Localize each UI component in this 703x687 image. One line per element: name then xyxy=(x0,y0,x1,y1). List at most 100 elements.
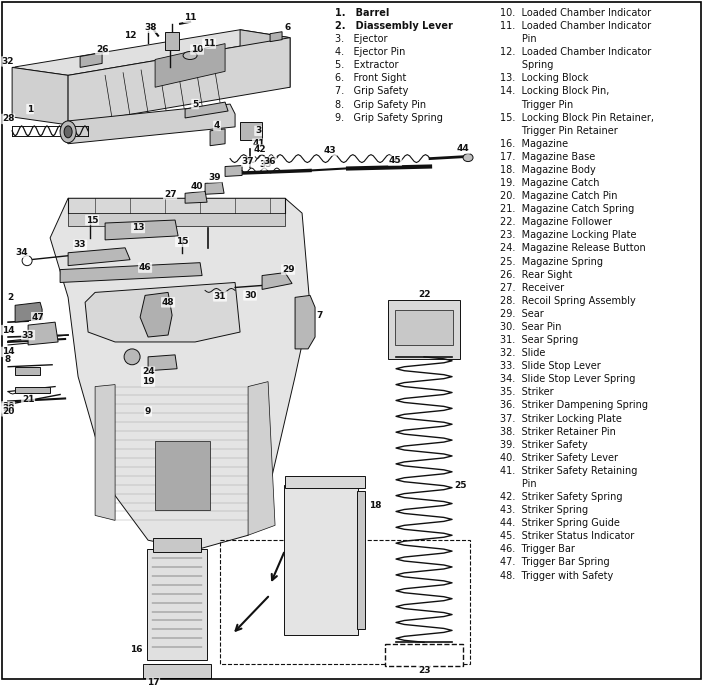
Text: Trigger Pin Retainer: Trigger Pin Retainer xyxy=(500,126,618,136)
Text: 44.  Striker Spring Guide: 44. Striker Spring Guide xyxy=(500,518,620,528)
Text: 38: 38 xyxy=(145,23,157,32)
Text: 26.  Rear Sight: 26. Rear Sight xyxy=(500,269,572,280)
Text: 17: 17 xyxy=(147,679,160,687)
Polygon shape xyxy=(140,293,172,337)
Text: 1.   Barrel: 1. Barrel xyxy=(335,8,389,18)
Text: 32: 32 xyxy=(2,57,14,66)
FancyBboxPatch shape xyxy=(357,491,365,629)
Text: 20: 20 xyxy=(2,404,14,413)
Text: 20: 20 xyxy=(2,402,14,411)
Text: 19: 19 xyxy=(142,377,155,386)
Polygon shape xyxy=(185,191,207,203)
Text: 8.   Grip Safety Pin: 8. Grip Safety Pin xyxy=(335,100,426,109)
Text: 24.  Magazine Release Button: 24. Magazine Release Button xyxy=(500,243,646,254)
Polygon shape xyxy=(95,385,115,520)
Text: 21: 21 xyxy=(22,395,34,404)
Bar xyxy=(220,540,470,664)
Polygon shape xyxy=(60,104,235,144)
Text: 29: 29 xyxy=(282,265,295,274)
Text: 5: 5 xyxy=(192,100,198,109)
Ellipse shape xyxy=(183,52,197,60)
Text: 16.  Magazine: 16. Magazine xyxy=(500,139,568,149)
Polygon shape xyxy=(60,262,202,282)
Text: 23.  Magazine Locking Plate: 23. Magazine Locking Plate xyxy=(500,230,636,240)
Text: 48.  Trigger with Safety: 48. Trigger with Safety xyxy=(500,570,613,581)
Text: 36: 36 xyxy=(264,157,276,166)
Text: 39: 39 xyxy=(209,173,221,182)
Text: 30.  Sear Pin: 30. Sear Pin xyxy=(500,322,562,332)
Text: 3: 3 xyxy=(255,126,262,135)
Text: 13: 13 xyxy=(132,223,144,232)
Polygon shape xyxy=(240,30,290,87)
Text: 15.  Locking Block Pin Retainer,: 15. Locking Block Pin Retainer, xyxy=(500,113,654,122)
Text: 40.  Striker Safety Lever: 40. Striker Safety Lever xyxy=(500,453,618,463)
Polygon shape xyxy=(210,129,225,146)
Text: 11: 11 xyxy=(203,39,215,48)
Text: 36.  Striker Dampening Spring: 36. Striker Dampening Spring xyxy=(500,401,648,410)
Text: 37.  Striker Locking Plate: 37. Striker Locking Plate xyxy=(500,414,622,423)
Polygon shape xyxy=(68,199,285,213)
Text: 28: 28 xyxy=(2,115,14,124)
Polygon shape xyxy=(225,166,242,177)
Polygon shape xyxy=(262,273,292,289)
Text: 13.  Locking Block: 13. Locking Block xyxy=(500,74,588,83)
Text: Spring: Spring xyxy=(500,60,553,70)
Text: 4: 4 xyxy=(214,122,220,131)
FancyBboxPatch shape xyxy=(15,367,40,374)
Text: 2: 2 xyxy=(7,293,13,302)
Text: 20.  Magazine Catch Pin: 20. Magazine Catch Pin xyxy=(500,191,617,201)
Ellipse shape xyxy=(60,121,76,143)
Text: 18.  Magazine Body: 18. Magazine Body xyxy=(500,165,595,175)
Text: 9: 9 xyxy=(145,407,151,416)
Text: 9.   Grip Safety Spring: 9. Grip Safety Spring xyxy=(335,113,443,122)
Text: 35: 35 xyxy=(260,160,272,169)
Ellipse shape xyxy=(463,154,473,161)
Text: 33.  Slide Stop Lever: 33. Slide Stop Lever xyxy=(500,361,601,371)
Text: 8: 8 xyxy=(5,355,11,364)
Text: 15: 15 xyxy=(176,237,188,247)
Text: 20: 20 xyxy=(2,407,14,416)
Text: 42: 42 xyxy=(254,145,266,154)
Text: 34: 34 xyxy=(15,248,28,257)
Text: 27.  Receiver: 27. Receiver xyxy=(500,282,564,293)
Polygon shape xyxy=(80,52,102,67)
Text: 19.  Magazine Catch: 19. Magazine Catch xyxy=(500,178,600,188)
Text: 21.  Magazine Catch Spring: 21. Magazine Catch Spring xyxy=(500,204,634,214)
Text: 14: 14 xyxy=(2,326,15,335)
Text: 12: 12 xyxy=(124,31,136,40)
Text: 27: 27 xyxy=(164,190,176,199)
Text: 18: 18 xyxy=(369,501,381,510)
FancyBboxPatch shape xyxy=(15,387,50,392)
Text: 11: 11 xyxy=(183,13,196,23)
Polygon shape xyxy=(12,30,290,76)
Text: 10.  Loaded Chamber Indicator: 10. Loaded Chamber Indicator xyxy=(500,8,651,18)
Text: 34.  Slide Stop Lever Spring: 34. Slide Stop Lever Spring xyxy=(500,374,636,384)
Text: 43.  Striker Spring: 43. Striker Spring xyxy=(500,505,588,515)
Text: 15: 15 xyxy=(86,216,98,225)
FancyBboxPatch shape xyxy=(385,644,463,666)
Text: 25.  Magazine Spring: 25. Magazine Spring xyxy=(500,256,603,267)
Text: 41: 41 xyxy=(253,139,266,148)
Polygon shape xyxy=(185,102,228,118)
Polygon shape xyxy=(12,67,68,125)
Polygon shape xyxy=(105,220,178,240)
Text: 4.   Ejector Pin: 4. Ejector Pin xyxy=(335,47,406,57)
Text: 22.  Magazine Follower: 22. Magazine Follower xyxy=(500,217,612,227)
FancyBboxPatch shape xyxy=(285,476,365,488)
Text: 10: 10 xyxy=(191,45,203,54)
FancyBboxPatch shape xyxy=(395,311,453,345)
Text: 41.  Striker Safety Retaining: 41. Striker Safety Retaining xyxy=(500,466,638,476)
Text: Trigger Pin: Trigger Pin xyxy=(500,100,573,109)
Text: 35.  Striker: 35. Striker xyxy=(500,387,554,397)
Polygon shape xyxy=(85,282,240,342)
FancyBboxPatch shape xyxy=(284,485,358,635)
Text: 45: 45 xyxy=(389,156,401,165)
Polygon shape xyxy=(50,199,310,550)
Text: Pin: Pin xyxy=(500,479,536,489)
Text: 17.  Magazine Base: 17. Magazine Base xyxy=(500,152,595,162)
Ellipse shape xyxy=(64,126,72,138)
Polygon shape xyxy=(28,322,58,345)
Text: 14.  Locking Block Pin,: 14. Locking Block Pin, xyxy=(500,87,610,96)
Text: 11.  Loaded Chamber Indicator: 11. Loaded Chamber Indicator xyxy=(500,21,651,31)
FancyBboxPatch shape xyxy=(165,32,179,49)
